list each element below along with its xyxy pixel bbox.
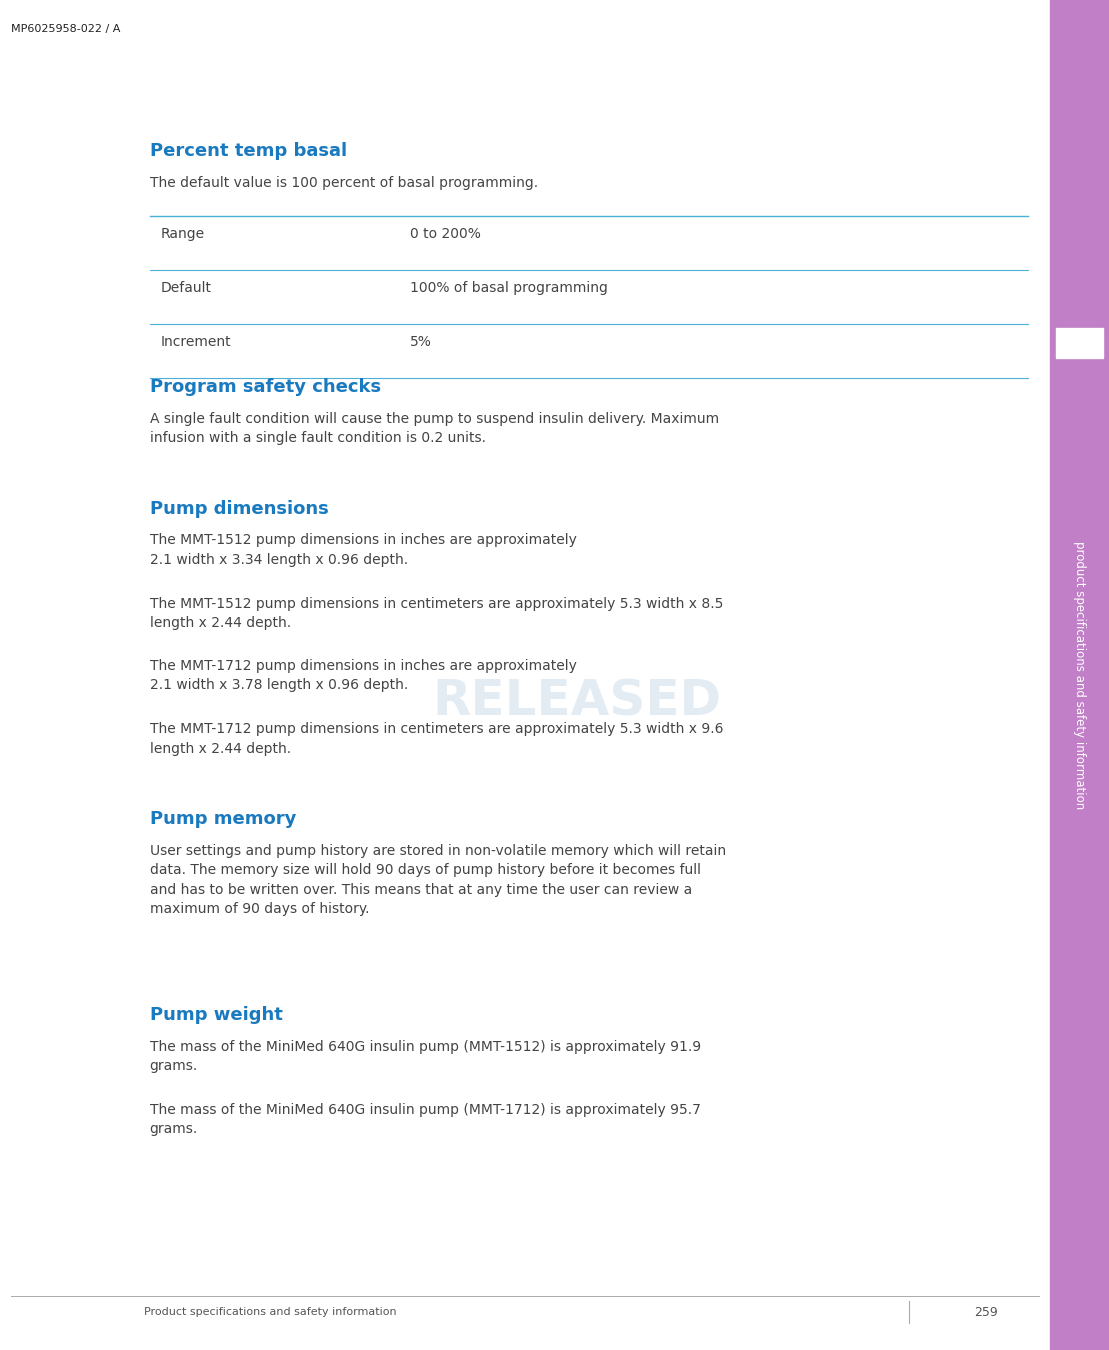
Text: The MMT-1712 pump dimensions in inches are approximately
2.1 width x 3.78 length: The MMT-1712 pump dimensions in inches a… bbox=[150, 659, 577, 693]
Text: Range: Range bbox=[161, 227, 205, 240]
Text: The mass of the MiniMed 640G insulin pump (MMT-1712) is approximately 95.7
grams: The mass of the MiniMed 640G insulin pum… bbox=[150, 1103, 701, 1137]
Text: The MMT-1512 pump dimensions in centimeters are approximately 5.3 width x 8.5
le: The MMT-1512 pump dimensions in centimet… bbox=[150, 597, 723, 630]
Bar bbox=[1050, 0, 1109, 1350]
Text: The MMT-1712 pump dimensions in centimeters are approximately 5.3 width x 9.6
le: The MMT-1712 pump dimensions in centimet… bbox=[150, 722, 723, 756]
Text: product specifications and safety information: product specifications and safety inform… bbox=[1074, 541, 1086, 809]
Text: 5%: 5% bbox=[410, 335, 433, 348]
Text: MP6025958-022 / A: MP6025958-022 / A bbox=[11, 24, 121, 34]
Text: User settings and pump history are stored in non-volatile memory which will reta: User settings and pump history are store… bbox=[150, 844, 725, 917]
Text: 0 to 200%: 0 to 200% bbox=[410, 227, 481, 240]
Text: The MMT-1512 pump dimensions in inches are approximately
2.1 width x 3.34 length: The MMT-1512 pump dimensions in inches a… bbox=[150, 533, 577, 567]
Text: Program safety checks: Program safety checks bbox=[150, 378, 380, 396]
Text: Percent temp basal: Percent temp basal bbox=[150, 142, 347, 159]
Text: Default: Default bbox=[161, 281, 212, 294]
Text: Pump weight: Pump weight bbox=[150, 1006, 283, 1023]
Text: Pump memory: Pump memory bbox=[150, 810, 296, 828]
Text: 100% of basal programming: 100% of basal programming bbox=[410, 281, 608, 294]
Text: 259: 259 bbox=[975, 1305, 998, 1319]
Text: The default value is 100 percent of basal programming.: The default value is 100 percent of basa… bbox=[150, 176, 538, 189]
Text: Pump dimensions: Pump dimensions bbox=[150, 500, 328, 517]
Text: RELEASED: RELEASED bbox=[433, 678, 721, 726]
Text: A single fault condition will cause the pump to suspend insulin delivery. Maximu: A single fault condition will cause the … bbox=[150, 412, 719, 446]
Text: Increment: Increment bbox=[161, 335, 232, 348]
Bar bbox=[1056, 328, 1103, 358]
Text: The mass of the MiniMed 640G insulin pump (MMT-1512) is approximately 91.9
grams: The mass of the MiniMed 640G insulin pum… bbox=[150, 1040, 701, 1073]
Text: Product specifications and safety information: Product specifications and safety inform… bbox=[144, 1307, 397, 1318]
